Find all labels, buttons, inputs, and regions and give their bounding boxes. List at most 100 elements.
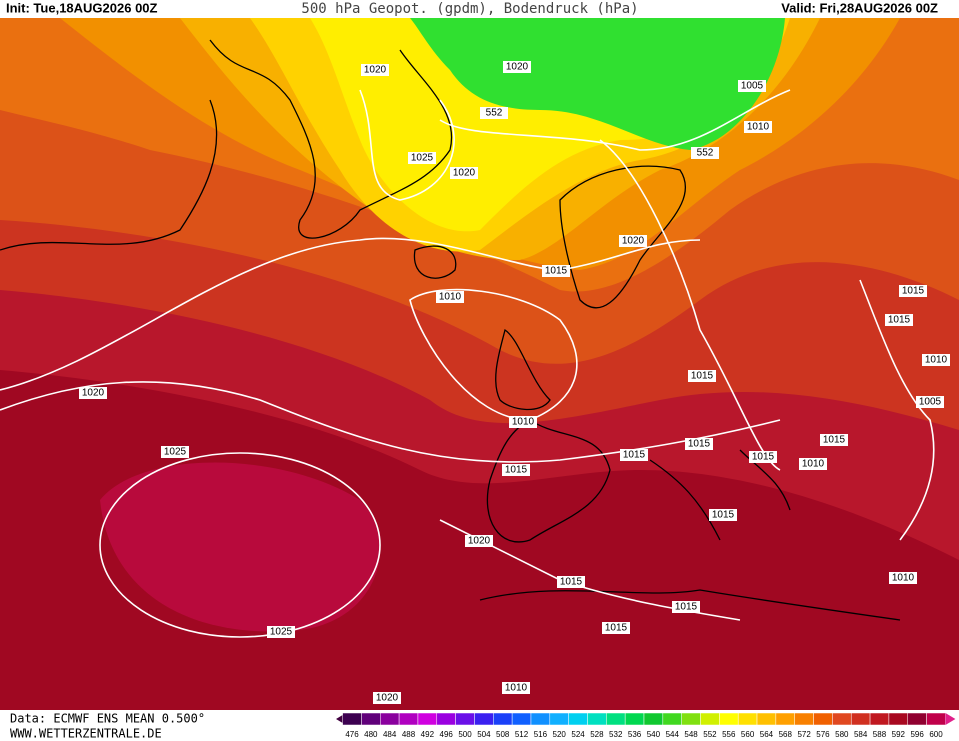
isobar [359, 89, 455, 201]
contour-label: 1020 [82, 388, 105, 399]
coast [209, 39, 453, 239]
colorbar-label: 560 [741, 730, 755, 739]
colorbar-label: 476 [345, 730, 359, 739]
coastlines [0, 39, 901, 621]
contour-label: 1015 [752, 452, 775, 463]
contour-label: 1010 [925, 355, 948, 366]
label-box [557, 576, 585, 588]
contour-label: 1020 [364, 65, 387, 76]
label-box [602, 622, 630, 634]
label-box [436, 291, 464, 303]
colorbar-label: 552 [703, 730, 717, 739]
colorbar-swatch [813, 712, 833, 726]
isobar [99, 452, 381, 638]
contour-label: 1015 [888, 315, 911, 326]
colorbar-swatch [549, 712, 569, 726]
colorbar-swatch [850, 712, 871, 726]
isobar [0, 381, 781, 463]
contour-label: 1025 [411, 153, 434, 164]
colorbar-label: 564 [760, 730, 774, 739]
contour-label: 1010 [892, 573, 915, 584]
contour-label: 1020 [453, 168, 476, 179]
colorbar-label: 524 [571, 730, 585, 739]
coast [413, 245, 457, 279]
contour-label: 552 [486, 108, 503, 119]
colorbar-swatch [700, 712, 720, 726]
colorbar-swatch [794, 712, 814, 726]
label-box [620, 449, 648, 461]
colorbar-swatch [756, 712, 777, 726]
colorbar-label: 500 [458, 730, 472, 739]
contour-label: 1015 [623, 450, 646, 461]
contour-label: 1015 [675, 602, 698, 613]
colorbar-swatch [361, 712, 381, 726]
colorbar-swatch [587, 712, 607, 726]
label-box [450, 167, 478, 179]
label-box [361, 64, 389, 76]
colorbar: 476 480 484 488 492 496 500 504 508 512 516 520 524 5… [336, 712, 956, 739]
colorbar-label: 592 [892, 730, 906, 739]
colorbar-swatch [662, 712, 682, 726]
label-box [502, 682, 530, 694]
colorbar-swatch [624, 712, 645, 726]
colorbar-label: 600 [929, 730, 943, 739]
label-box [685, 438, 713, 450]
colorbar-swatch [511, 712, 532, 726]
contour-label: 1010 [439, 292, 462, 303]
band [100, 462, 380, 632]
colorbar-label: 484 [383, 730, 397, 739]
label-box [709, 509, 737, 521]
contour-label: 1015 [688, 439, 711, 450]
colorbar-swatch [888, 712, 908, 726]
colorbar-label: 516 [534, 730, 548, 739]
colorbar-label: 496 [440, 730, 454, 739]
label-box [672, 601, 700, 613]
contour-label: 1005 [919, 397, 942, 408]
contour-label: 1010 [512, 417, 535, 428]
label-box [619, 235, 647, 247]
colorbar-label: 576 [816, 730, 830, 739]
contour-label: 1015 [560, 577, 583, 588]
contour-label: 1015 [545, 266, 568, 277]
label-box [820, 434, 848, 446]
contour-label: 1020 [622, 236, 645, 247]
isobar [409, 288, 578, 421]
isobar [0, 237, 701, 391]
label-box [691, 147, 719, 159]
header-bar [0, 0, 959, 18]
colorbar-label: 508 [496, 730, 510, 739]
colorbar-swatch [681, 712, 701, 726]
contour-label: 1020 [376, 693, 399, 704]
label-box [916, 396, 944, 408]
valid-text: Valid: Fri,28AUG2026 00Z [781, 0, 938, 15]
title: 500 hPa Geopot. (gpdm), Bodendruck (hPa) [301, 1, 638, 17]
colorbar-label: 528 [590, 730, 604, 739]
colorbar-swatch [568, 712, 588, 726]
label-box [408, 152, 436, 164]
colorbar-label: 548 [684, 730, 698, 739]
colorbar-swatch [775, 712, 795, 726]
colorbar-label: 532 [609, 730, 623, 739]
label-box [899, 285, 927, 297]
colorbar-swatch [455, 712, 475, 726]
colorbar-label: 544 [666, 730, 680, 739]
coast [479, 589, 901, 621]
label-box [503, 61, 531, 73]
contour-label: 1015 [605, 623, 628, 634]
colorbar-label: 584 [854, 730, 868, 739]
colorbar-label: 520 [553, 730, 567, 739]
site: WWW.WETTERZENTRALE.DE [10, 727, 162, 741]
colorbar-swatch [530, 712, 551, 726]
colorbar-label: 596 [910, 730, 924, 739]
label-box [542, 265, 570, 277]
colorbar-swatch [606, 712, 626, 726]
colorbar-label: 568 [779, 730, 793, 739]
label-box [509, 416, 537, 428]
contour-label: 1010 [747, 122, 770, 133]
colorbar-label: 488 [402, 730, 416, 739]
label-box [885, 314, 913, 326]
contour-label: 1025 [270, 627, 293, 638]
colorbar-label: 588 [873, 730, 887, 739]
isobar [859, 279, 935, 541]
